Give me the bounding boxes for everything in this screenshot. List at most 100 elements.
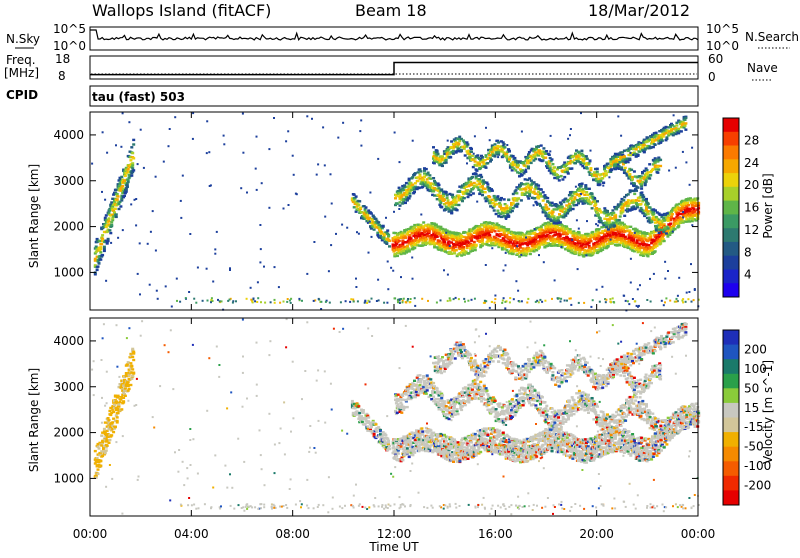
echo-cell bbox=[456, 209, 459, 211]
echo-cell bbox=[116, 198, 119, 200]
echo-cell bbox=[432, 177, 435, 179]
echo-cell bbox=[263, 266, 265, 268]
echo-cell bbox=[545, 161, 548, 163]
echo-cell bbox=[524, 239, 527, 241]
echo-cell bbox=[388, 245, 391, 247]
echo-cell bbox=[447, 199, 450, 201]
echo-cell bbox=[586, 158, 589, 160]
echo-cell bbox=[130, 174, 133, 176]
echo-cell bbox=[542, 199, 545, 201]
echo-cell bbox=[358, 233, 360, 235]
echo-cell bbox=[137, 163, 139, 165]
echo-cell bbox=[274, 266, 276, 268]
echo-cell bbox=[505, 205, 508, 207]
echo-cell bbox=[620, 135, 622, 137]
echo-cell bbox=[627, 193, 630, 195]
echo-cell bbox=[633, 193, 636, 195]
echo-cell bbox=[353, 206, 356, 208]
echo-cell bbox=[180, 200, 182, 202]
noise-panel-frame bbox=[90, 27, 698, 50]
echo-cell bbox=[385, 217, 387, 219]
echo-cell bbox=[648, 138, 651, 140]
echo-cell bbox=[641, 181, 644, 183]
echo-cell bbox=[127, 168, 130, 170]
echo-cell bbox=[455, 297, 457, 299]
echo-cell bbox=[450, 253, 453, 255]
echo-cell bbox=[493, 209, 496, 211]
echo-cell bbox=[540, 188, 543, 190]
echo-cell bbox=[554, 279, 556, 281]
echo-cell bbox=[586, 194, 589, 196]
echo-cell bbox=[620, 156, 623, 158]
echo-cell bbox=[130, 146, 133, 148]
echo-cell bbox=[440, 249, 443, 251]
echo-cell bbox=[570, 304, 572, 306]
echo-cell bbox=[127, 181, 130, 183]
echo-cell bbox=[413, 224, 416, 226]
echo-cell bbox=[373, 228, 376, 230]
echo-cell bbox=[614, 164, 617, 166]
echo-cell bbox=[489, 307, 491, 309]
echo-cell bbox=[508, 150, 511, 152]
echo-cell bbox=[103, 246, 106, 248]
noise-line bbox=[90, 30, 698, 40]
echo-cell bbox=[640, 142, 642, 144]
echo-cell bbox=[655, 226, 658, 228]
echo-cell bbox=[469, 190, 472, 192]
echo-cell bbox=[617, 156, 620, 158]
echo-cell bbox=[648, 253, 651, 255]
echo-cell bbox=[486, 162, 489, 164]
echo-cell bbox=[528, 177, 531, 179]
echo-cell bbox=[639, 196, 642, 198]
echo-cell bbox=[257, 281, 259, 283]
echo-cell bbox=[401, 239, 404, 241]
echo-cell bbox=[506, 144, 508, 146]
echo-cell bbox=[521, 183, 524, 185]
echo-cell bbox=[633, 170, 636, 172]
echo-cell bbox=[635, 199, 638, 201]
echo-cell bbox=[137, 273, 139, 275]
echo-cell bbox=[646, 171, 649, 173]
echo-cell bbox=[106, 242, 109, 244]
echo-cell bbox=[367, 222, 369, 224]
echo-cell bbox=[563, 161, 566, 163]
echo-cell bbox=[618, 161, 621, 163]
echo-cell bbox=[440, 188, 443, 190]
echo-cell bbox=[388, 240, 391, 242]
echo-cell bbox=[682, 220, 685, 222]
echo-cell bbox=[572, 208, 575, 210]
echo-cell bbox=[682, 216, 684, 218]
echo-cell bbox=[189, 233, 191, 235]
echo-cell bbox=[387, 235, 390, 237]
echo-cell bbox=[643, 170, 646, 172]
echo-cell bbox=[551, 158, 554, 160]
echo-cell bbox=[530, 186, 533, 188]
echo-cell bbox=[644, 235, 647, 237]
echo-cell bbox=[296, 193, 298, 195]
echo-cell bbox=[335, 233, 337, 235]
echo-cell bbox=[677, 225, 680, 227]
echo-cell bbox=[337, 137, 339, 139]
echo-cell bbox=[665, 132, 668, 134]
echo-cell bbox=[396, 255, 399, 257]
echo-cell bbox=[581, 247, 584, 249]
echo-cell bbox=[684, 117, 687, 119]
echo-cell bbox=[447, 274, 449, 276]
echo-cell bbox=[134, 199, 136, 201]
echo-cell bbox=[629, 226, 632, 228]
echo-cell bbox=[492, 207, 494, 209]
echo-cell bbox=[390, 267, 392, 269]
echo-cell bbox=[529, 233, 532, 235]
echo-cell bbox=[649, 206, 652, 208]
echo-cell bbox=[646, 169, 649, 171]
echo-cell bbox=[467, 189, 470, 191]
echo-cell bbox=[240, 187, 242, 189]
echo-cell bbox=[355, 195, 358, 197]
echo-cell bbox=[569, 207, 572, 209]
echo-cell bbox=[659, 165, 662, 167]
echo-cell bbox=[662, 231, 665, 233]
echo-cell bbox=[494, 230, 497, 232]
echo-cell bbox=[527, 197, 530, 199]
echo-cell bbox=[630, 169, 633, 171]
echo-cell bbox=[561, 178, 564, 180]
